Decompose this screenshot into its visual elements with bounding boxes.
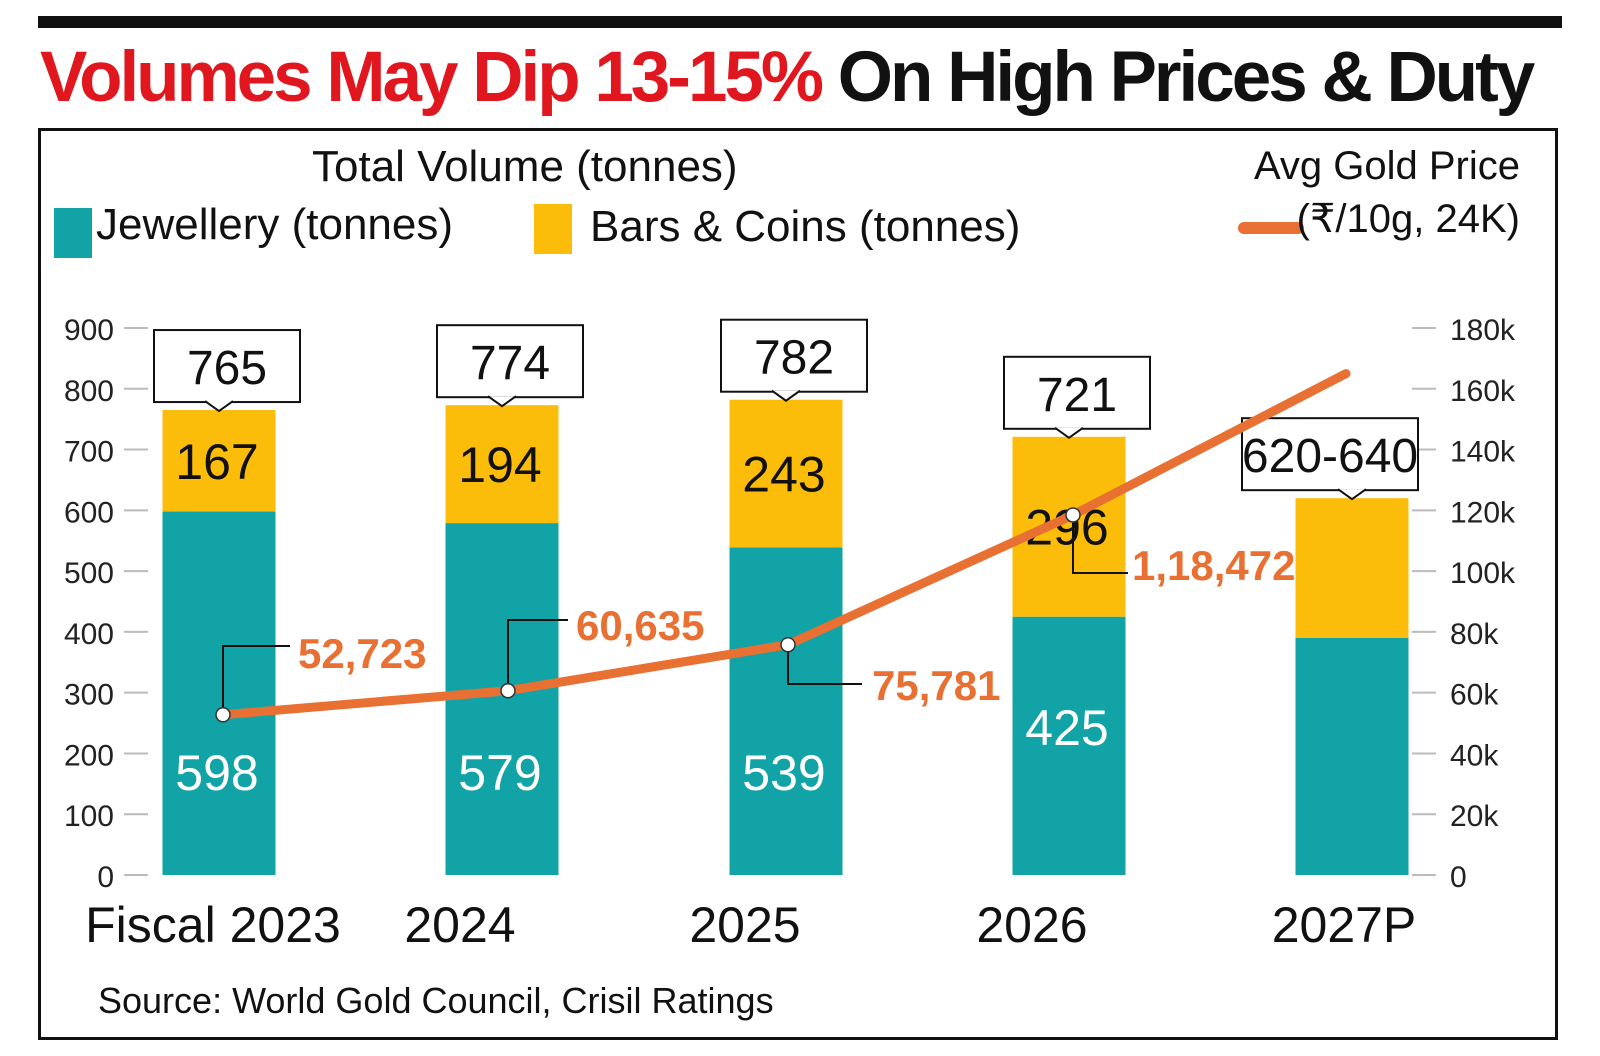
x-category-label: 2025	[689, 897, 800, 953]
x-category-label: Fiscal 2023	[85, 897, 341, 953]
total-callout-box	[153, 329, 301, 404]
price-point	[500, 682, 516, 699]
legend-total-title: Total Volume (tonnes)	[312, 142, 738, 191]
y-left-tick-label: 100	[64, 800, 114, 833]
bar-label-bars-coins: 194	[458, 437, 541, 493]
y-left-tick-label: 200	[64, 739, 114, 772]
bar-label-jewellery: 579	[458, 745, 541, 801]
price-label-leader	[507, 619, 568, 691]
y-right-tick-label: 80k	[1450, 618, 1499, 651]
bar-jewellery	[729, 547, 843, 875]
price-label-leader	[787, 644, 862, 685]
y-right-tick-label: 100k	[1450, 557, 1516, 590]
y-left-tick-label: 400	[64, 618, 114, 651]
total-callout-box	[1003, 355, 1151, 430]
bar-jewellery	[162, 511, 276, 875]
y-right-tick-label: 180k	[1450, 314, 1516, 347]
price-label: 1,18,472	[1132, 542, 1296, 589]
y-left-tick-label: 600	[64, 496, 114, 529]
total-callout-label: 765	[187, 342, 267, 395]
price-label-leader	[1072, 514, 1128, 574]
total-callout-pointer	[1054, 426, 1084, 440]
total-callout-pointer	[487, 395, 517, 408]
y-left-tick-label: 900	[64, 314, 114, 347]
bar-bars-coins	[1012, 436, 1126, 617]
price-point	[1065, 507, 1081, 523]
total-callout-box	[436, 324, 584, 399]
y-right-tick-label: 140k	[1450, 436, 1516, 469]
y-right-tick-label: 160k	[1450, 375, 1516, 408]
chart-frame	[38, 128, 1558, 1040]
y-right-tick-label: 0	[1450, 861, 1467, 894]
price-label: 60,635	[576, 602, 704, 649]
y-right-tick-label: 60k	[1450, 679, 1499, 712]
price-line-legend-key	[1238, 222, 1304, 234]
bar-bars-coins	[1295, 498, 1409, 638]
headline: Volumes May Dip 13-15% On High Prices & …	[40, 30, 1560, 126]
total-callout-label: 774	[470, 337, 550, 390]
top-rule	[38, 16, 1562, 28]
bars-coins-swatch	[534, 204, 572, 254]
price-label: 52,723	[298, 630, 426, 677]
total-callout-box	[1241, 417, 1419, 492]
y-left-tick-label: 0	[97, 861, 114, 894]
price-point	[215, 707, 231, 723]
legend-price-unit: (₹/10g, 24K)	[1296, 197, 1520, 241]
y-right-tick-label: 120k	[1450, 496, 1516, 529]
bar-label-bars-coins: 243	[742, 447, 825, 503]
bar-bars-coins	[162, 410, 276, 512]
bar-label-jewellery: 598	[175, 745, 258, 801]
y-right-tick-label: 40k	[1450, 739, 1499, 772]
bar-label-bars-coins: 167	[175, 434, 258, 490]
y-left-tick-label: 300	[64, 679, 114, 712]
bar-bars-coins	[445, 405, 559, 524]
total-callout-pointer	[1337, 488, 1367, 501]
y-left-tick-label: 800	[64, 375, 114, 408]
total-callout-pointer	[204, 400, 234, 413]
x-category-label: 2026	[976, 897, 1087, 953]
total-callout-label: 721	[1037, 369, 1117, 422]
bar-jewellery	[1012, 616, 1126, 875]
bar-label-jewellery: 539	[742, 745, 825, 801]
y-right-tick-label: 20k	[1450, 800, 1499, 833]
legend-bars-coins-label: Bars & Coins (tonnes)	[590, 202, 1021, 251]
total-callout-pointer	[771, 389, 801, 402]
x-category-label: 2027P	[1272, 897, 1417, 953]
total-callout-label: 782	[754, 332, 834, 385]
price-label-leader	[222, 645, 290, 715]
bar-bars-coins	[729, 399, 843, 548]
bar-jewellery	[1295, 637, 1409, 875]
bar-label-jewellery: 425	[1025, 700, 1108, 756]
source-note: Source: World Gold Council, Crisil Ratin…	[98, 980, 774, 1021]
legend-jewellery-label: Jewellery (tonnes)	[96, 200, 454, 249]
total-callout-label: 620-640	[1242, 430, 1418, 483]
y-left-tick-label: 500	[64, 557, 114, 590]
total-callout-box	[720, 318, 868, 393]
x-category-label: 2024	[404, 897, 515, 953]
y-left-tick-label: 700	[64, 436, 114, 469]
headline-black: On High Prices & Duty	[837, 38, 1535, 117]
price-label: 75,781	[872, 662, 1000, 709]
jewellery-swatch	[54, 208, 92, 258]
bar-jewellery	[445, 523, 559, 875]
headline-red: Volumes May Dip 13-15%	[40, 38, 824, 117]
price-point	[780, 636, 796, 653]
legend-price-title: Avg Gold Price	[1253, 144, 1520, 188]
